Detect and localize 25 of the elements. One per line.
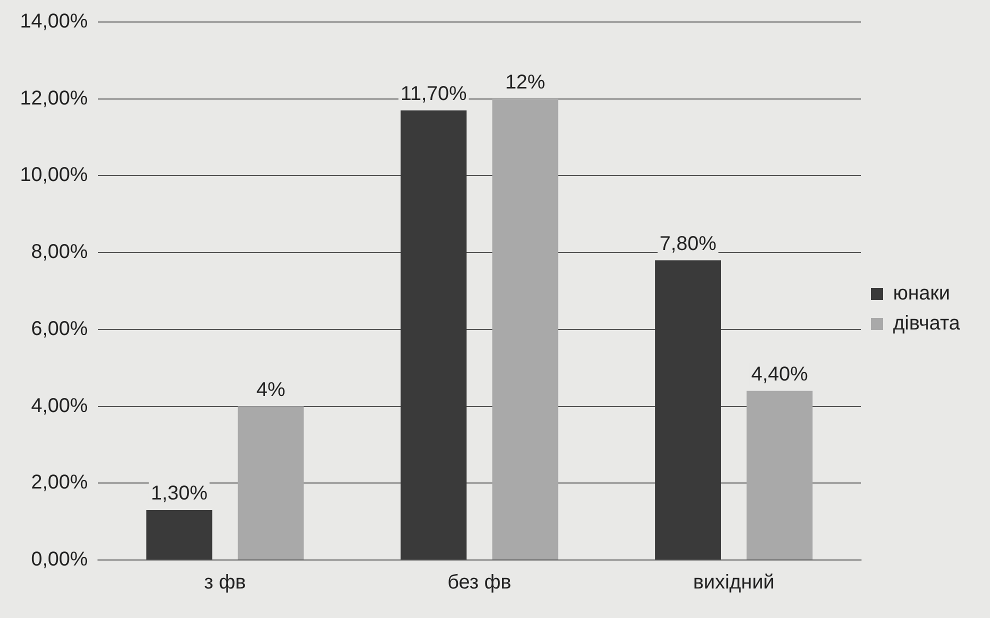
data-label: 7,80% <box>660 232 717 255</box>
data-label: 1,30% <box>150 482 208 505</box>
data-label: 4% <box>256 378 286 401</box>
legend-label: юнаки <box>893 282 950 305</box>
data-label: 4,40% <box>751 363 808 386</box>
x-tick-label: без фв <box>448 572 512 594</box>
bar <box>746 390 813 560</box>
y-tick-label: 14,00% <box>20 10 88 33</box>
y-tick-label: 12,00% <box>20 87 88 110</box>
bar <box>146 510 212 560</box>
y-tick-label: 6,00% <box>31 318 88 340</box>
data-label: 11,70% <box>400 82 468 105</box>
data-label: 12% <box>505 71 546 94</box>
bar <box>238 406 304 560</box>
y-tick-label: 2,00% <box>31 472 88 494</box>
y-tick-label: 8,00% <box>31 241 88 264</box>
bar <box>400 110 467 560</box>
legend-label: дівчата <box>893 312 961 335</box>
y-tick-label: 10,00% <box>20 164 88 186</box>
x-tick-label: вихідний <box>693 572 774 594</box>
x-tick-label: з фв <box>204 572 246 594</box>
y-tick-label: 4,00% <box>31 394 88 417</box>
bar <box>492 98 558 560</box>
y-tick-label: 0,00% <box>31 548 88 571</box>
bar <box>655 260 721 560</box>
